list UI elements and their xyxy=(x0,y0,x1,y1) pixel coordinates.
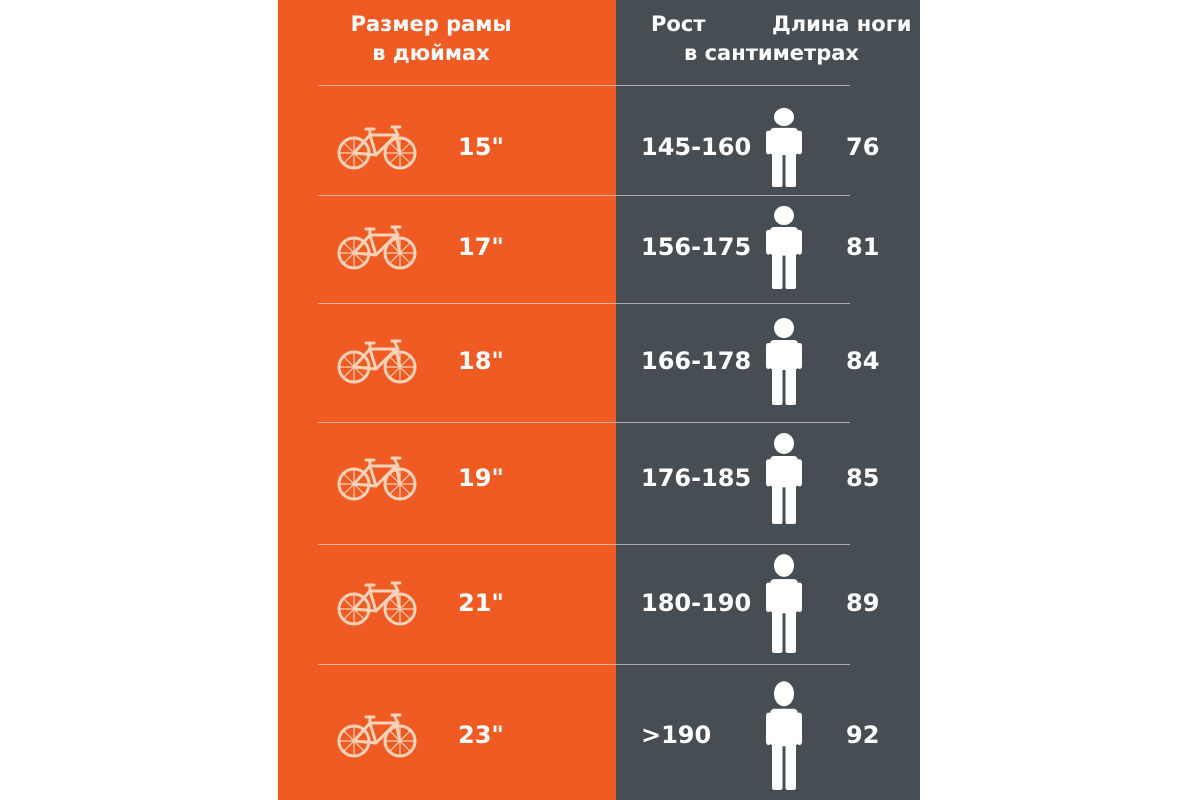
frame-size-value: 17" xyxy=(458,233,504,261)
leg-length-value: 89 xyxy=(846,589,880,617)
person-icon xyxy=(766,317,802,405)
height-range-value: 145-160 xyxy=(641,133,752,161)
leg-length-value: 81 xyxy=(846,233,880,261)
size-chart: Размер рамы в дюймах Рост Длина ноги в с… xyxy=(278,0,920,800)
person-icon xyxy=(766,432,802,524)
header-frame-size-line2: в дюймах xyxy=(372,41,490,65)
frame-size-value: 15" xyxy=(458,133,504,161)
frame-size-value: 19" xyxy=(458,464,504,492)
leg-length-value: 76 xyxy=(846,133,880,161)
height-range-value: >190 xyxy=(641,721,712,749)
row-divider xyxy=(318,85,850,86)
frame-size-column xyxy=(278,0,616,800)
frame-size-value: 18" xyxy=(458,347,504,375)
row-divider xyxy=(318,422,850,423)
bicycle-icon xyxy=(336,337,418,385)
frame-size-value: 21" xyxy=(458,589,504,617)
person-icon xyxy=(766,680,802,790)
person-icon xyxy=(766,107,802,187)
leg-length-value: 85 xyxy=(846,464,880,492)
bicycle-icon xyxy=(336,579,418,627)
person-icon xyxy=(766,205,802,289)
bicycle-icon xyxy=(336,454,418,502)
header-frame-size: Размер рамы в дюймах xyxy=(336,10,526,68)
height-range-value: 166-178 xyxy=(641,347,752,375)
row-divider xyxy=(318,664,850,665)
header-leg-length: Длина ноги xyxy=(772,12,912,36)
row-divider xyxy=(318,544,850,545)
person-icon xyxy=(766,553,802,653)
leg-length-value: 84 xyxy=(846,347,880,375)
bicycle-icon xyxy=(336,223,418,271)
leg-length-value: 92 xyxy=(846,721,880,749)
height-range-value: 180-190 xyxy=(641,589,752,617)
header-units: в сантиметрах xyxy=(684,41,859,65)
bicycle-icon xyxy=(336,123,418,171)
row-divider xyxy=(318,195,850,196)
header-frame-size-line1: Размер рамы xyxy=(350,12,512,36)
frame-size-value: 23" xyxy=(458,721,504,749)
header-height: Рост xyxy=(651,12,706,36)
bicycle-icon xyxy=(336,711,418,759)
height-range-value: 176-185 xyxy=(641,464,752,492)
row-divider xyxy=(318,303,850,304)
height-range-value: 156-175 xyxy=(641,233,752,261)
